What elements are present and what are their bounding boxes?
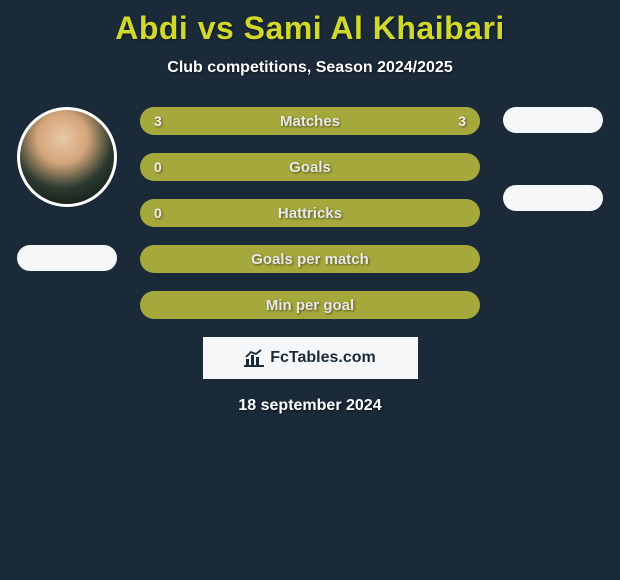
stat-value-left: 3 <box>154 113 162 129</box>
stat-bar: 0 Goals <box>140 153 480 181</box>
stat-label: Goals <box>289 159 331 176</box>
stat-bar: Goals per match <box>140 245 480 273</box>
stat-label: Min per goal <box>266 297 354 314</box>
stat-label: Hattricks <box>278 205 342 222</box>
content-row: 3 Matches 3 0 Goals 0 Hattricks Goals per match… <box>0 107 620 319</box>
page-title: Abdi vs Sami Al Khaibari <box>0 10 620 47</box>
stat-value-right: 3 <box>458 113 466 129</box>
subtitle: Club competitions, Season 2024/2025 <box>0 59 620 77</box>
chart-icon <box>244 349 264 367</box>
player-left-avatar <box>17 107 117 207</box>
stat-label: Matches <box>280 113 340 130</box>
date-text: 18 september 2024 <box>238 397 381 415</box>
stat-bar: 3 Matches 3 <box>140 107 480 135</box>
stat-value-left: 0 <box>154 205 162 221</box>
watermark-badge: FcTables.com <box>203 337 418 379</box>
player-left-column <box>12 107 122 271</box>
footer: FcTables.com 18 september 2024 <box>0 337 620 415</box>
player-right-column <box>498 107 608 211</box>
comparison-card: Abdi vs Sami Al Khaibari Club competitio… <box>0 0 620 415</box>
stat-value-left: 0 <box>154 159 162 175</box>
player-left-name-pill <box>17 245 117 271</box>
stat-bar: 0 Hattricks <box>140 199 480 227</box>
player-right-name-pill-1 <box>503 107 603 133</box>
stat-bars: 3 Matches 3 0 Goals 0 Hattricks Goals per match… <box>140 107 480 319</box>
watermark-text: FcTables.com <box>270 349 376 367</box>
stat-label: Goals per match <box>251 251 369 268</box>
stat-bar: Min per goal <box>140 291 480 319</box>
player-right-name-pill-2 <box>503 185 603 211</box>
